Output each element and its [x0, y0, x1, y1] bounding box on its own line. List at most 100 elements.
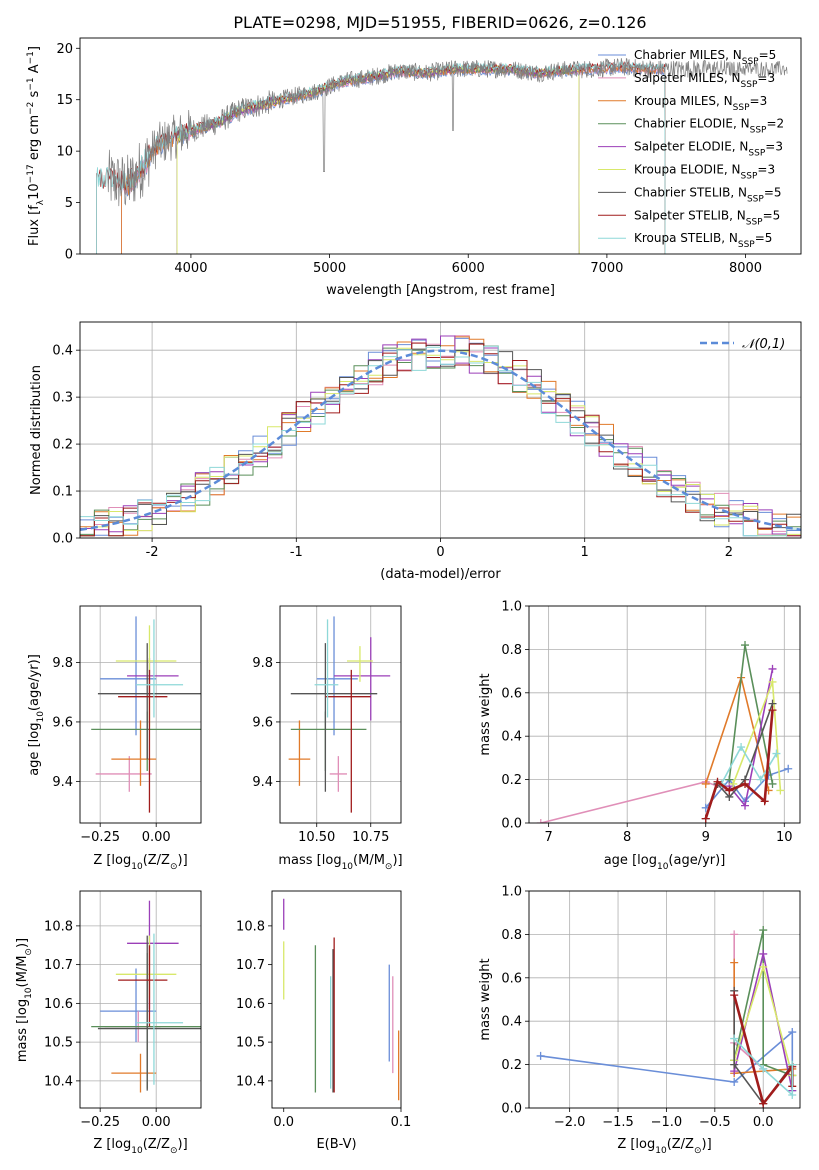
x-tick-label: 7000 [590, 261, 623, 276]
y-axis-label: mass [log10(M/M⊙)] [15, 938, 34, 1062]
label-part: (M/M [353, 853, 385, 868]
y-tick-label: 0.0 [501, 817, 522, 832]
x-tick-label: −2.0 [554, 1115, 586, 1130]
y-tick-label: 0.8 [501, 643, 522, 658]
normal-distribution-line [80, 349, 801, 532]
y-tick-label: 5 [65, 196, 73, 211]
y-tick-label: 10.8 [44, 919, 73, 934]
label-part: Chabrier STELIB, N [634, 185, 747, 199]
weight-vs-Z-panel: −2.0 −1.5 −1.0 −0.5 0.0 0.0 0.2 0.4 0.6 0.8 1.0 mas… [478, 885, 801, 1156]
model-spectrum-line [176, 65, 580, 254]
weight-point-marker [760, 797, 769, 806]
age-vs-mass-plot-area [288, 616, 391, 813]
weight-vs-Z-plot-area [536, 926, 797, 1108]
label-part: =3 [750, 94, 768, 108]
weight-point-marker [759, 1099, 768, 1108]
y-tick-label: 10.4 [44, 1074, 73, 1089]
x-tick-label: 7 [544, 830, 552, 845]
label-part: =3 [757, 71, 775, 85]
label-part: =5 [759, 48, 777, 62]
y-tick-label: 10 [56, 145, 73, 160]
weight-point-marker [730, 930, 739, 939]
y-axis-label: age [log10(age/yr)] [27, 654, 46, 776]
label-part: (age/yr)] [668, 853, 725, 868]
model-spectrum-line [176, 63, 580, 254]
weight-point-marker [737, 743, 746, 752]
weight-series-line [733, 1038, 794, 1097]
mass-vs-EBV-plot-area [283, 898, 400, 1101]
y-tick-label: 0.4 [52, 344, 73, 359]
y-tick-label: 9.8 [252, 656, 273, 671]
label-part: ⊙ [170, 862, 178, 872]
label-part: ] [27, 46, 42, 51]
y-tick-label: 9.8 [52, 656, 73, 671]
label-part: s [27, 90, 42, 101]
y-tick-label: 0.0 [501, 1102, 522, 1117]
figure-title: PLATE=0298, MJD=51955, FIBERID=0626, z=0… [233, 13, 646, 32]
x-axis-label: (data-model)/error [380, 567, 501, 582]
label-part: Z [log [93, 853, 131, 868]
label-part: Chabrier MILES, N [634, 48, 742, 62]
weight-point-marker [784, 764, 793, 773]
weight-point-marker [741, 779, 750, 788]
label-part: SSP [742, 57, 759, 67]
label-part: 10 [657, 862, 669, 872]
y-tick-label: 0.6 [501, 686, 522, 701]
label-part: (Z/Z [667, 1137, 694, 1152]
label-part: 10 [27, 183, 42, 200]
label-part: erg cm [27, 115, 42, 164]
weight-point-marker [788, 1060, 797, 1069]
weight-point-marker [730, 1060, 739, 1069]
label-part: −1 [26, 77, 36, 90]
y-tick-label: 0 [65, 248, 73, 263]
label-part: SSP [741, 172, 758, 182]
y-tick-label: 10.7 [44, 958, 73, 973]
label-part: =2 [766, 117, 784, 131]
spectrum-plot-area [96, 57, 788, 254]
model-spectrum-line [96, 60, 666, 254]
x-tick-label: 10 [776, 830, 793, 845]
weight-point-marker [730, 958, 739, 967]
x-tick-label: −0.25 [80, 830, 120, 845]
y-tick-label: 0.2 [501, 1058, 522, 1073]
legend-label: Kroupa STELIB, NSSP=5 [634, 231, 772, 250]
y-tick-label: 9.6 [252, 715, 273, 730]
weight-point-marker [759, 926, 768, 935]
x-tick-label: −0.5 [699, 1115, 731, 1130]
label-part: Salpeter ELODIE, N [634, 140, 748, 154]
x-axis-label: age [log10(age/yr)] [604, 853, 726, 872]
weight-point-marker [701, 779, 710, 788]
label-part: age [log [27, 723, 42, 776]
x-tick-label: 0.00 [142, 830, 171, 845]
histogram-step-line [80, 345, 801, 537]
weight-point-marker [768, 779, 777, 788]
label-part: 10 [36, 711, 46, 723]
legend-label: Chabrier STELIB, NSSP=5 [634, 185, 782, 204]
x-tick-label: 0.00 [142, 1115, 171, 1130]
axes-frame [279, 605, 402, 824]
x-tick-label: -1 [290, 545, 303, 560]
x-axis-label: Z [log10(Z/Z⊙)] [93, 853, 187, 872]
label-part: (Z/Z [143, 1137, 170, 1152]
legend-label: Chabrier MILES, NSSP=5 [634, 48, 776, 67]
label-part: Salpeter MILES, N [634, 71, 741, 85]
label-part: λ [36, 199, 46, 205]
y-tick-label: 10.5 [236, 1036, 265, 1051]
label-part: Salpeter STELIB, N [634, 208, 746, 222]
label-part: −17 [26, 164, 36, 183]
label-part: ⊙ [385, 862, 393, 872]
label-part: Kroupa ELODIE, N [634, 163, 741, 177]
y-tick-label: 10.4 [236, 1074, 265, 1089]
label-part: −1 [26, 51, 36, 64]
model-spectrum-line [96, 60, 666, 254]
legend-label: Kroupa MILES, NSSP=3 [634, 94, 767, 113]
legend-label: Chabrier ELODIE, NSSP=2 [634, 117, 784, 136]
age-vs-Z-plot-area [91, 616, 201, 813]
x-axis-label: mass [log10(M/M⊙)] [278, 853, 402, 872]
weight-point-marker [776, 786, 785, 795]
x-tick-label: −1.0 [651, 1115, 683, 1130]
y-tick-label: 10.6 [44, 997, 73, 1012]
label-part: A [27, 64, 42, 77]
weight-point-marker [729, 779, 738, 788]
axes-frame [79, 37, 802, 255]
